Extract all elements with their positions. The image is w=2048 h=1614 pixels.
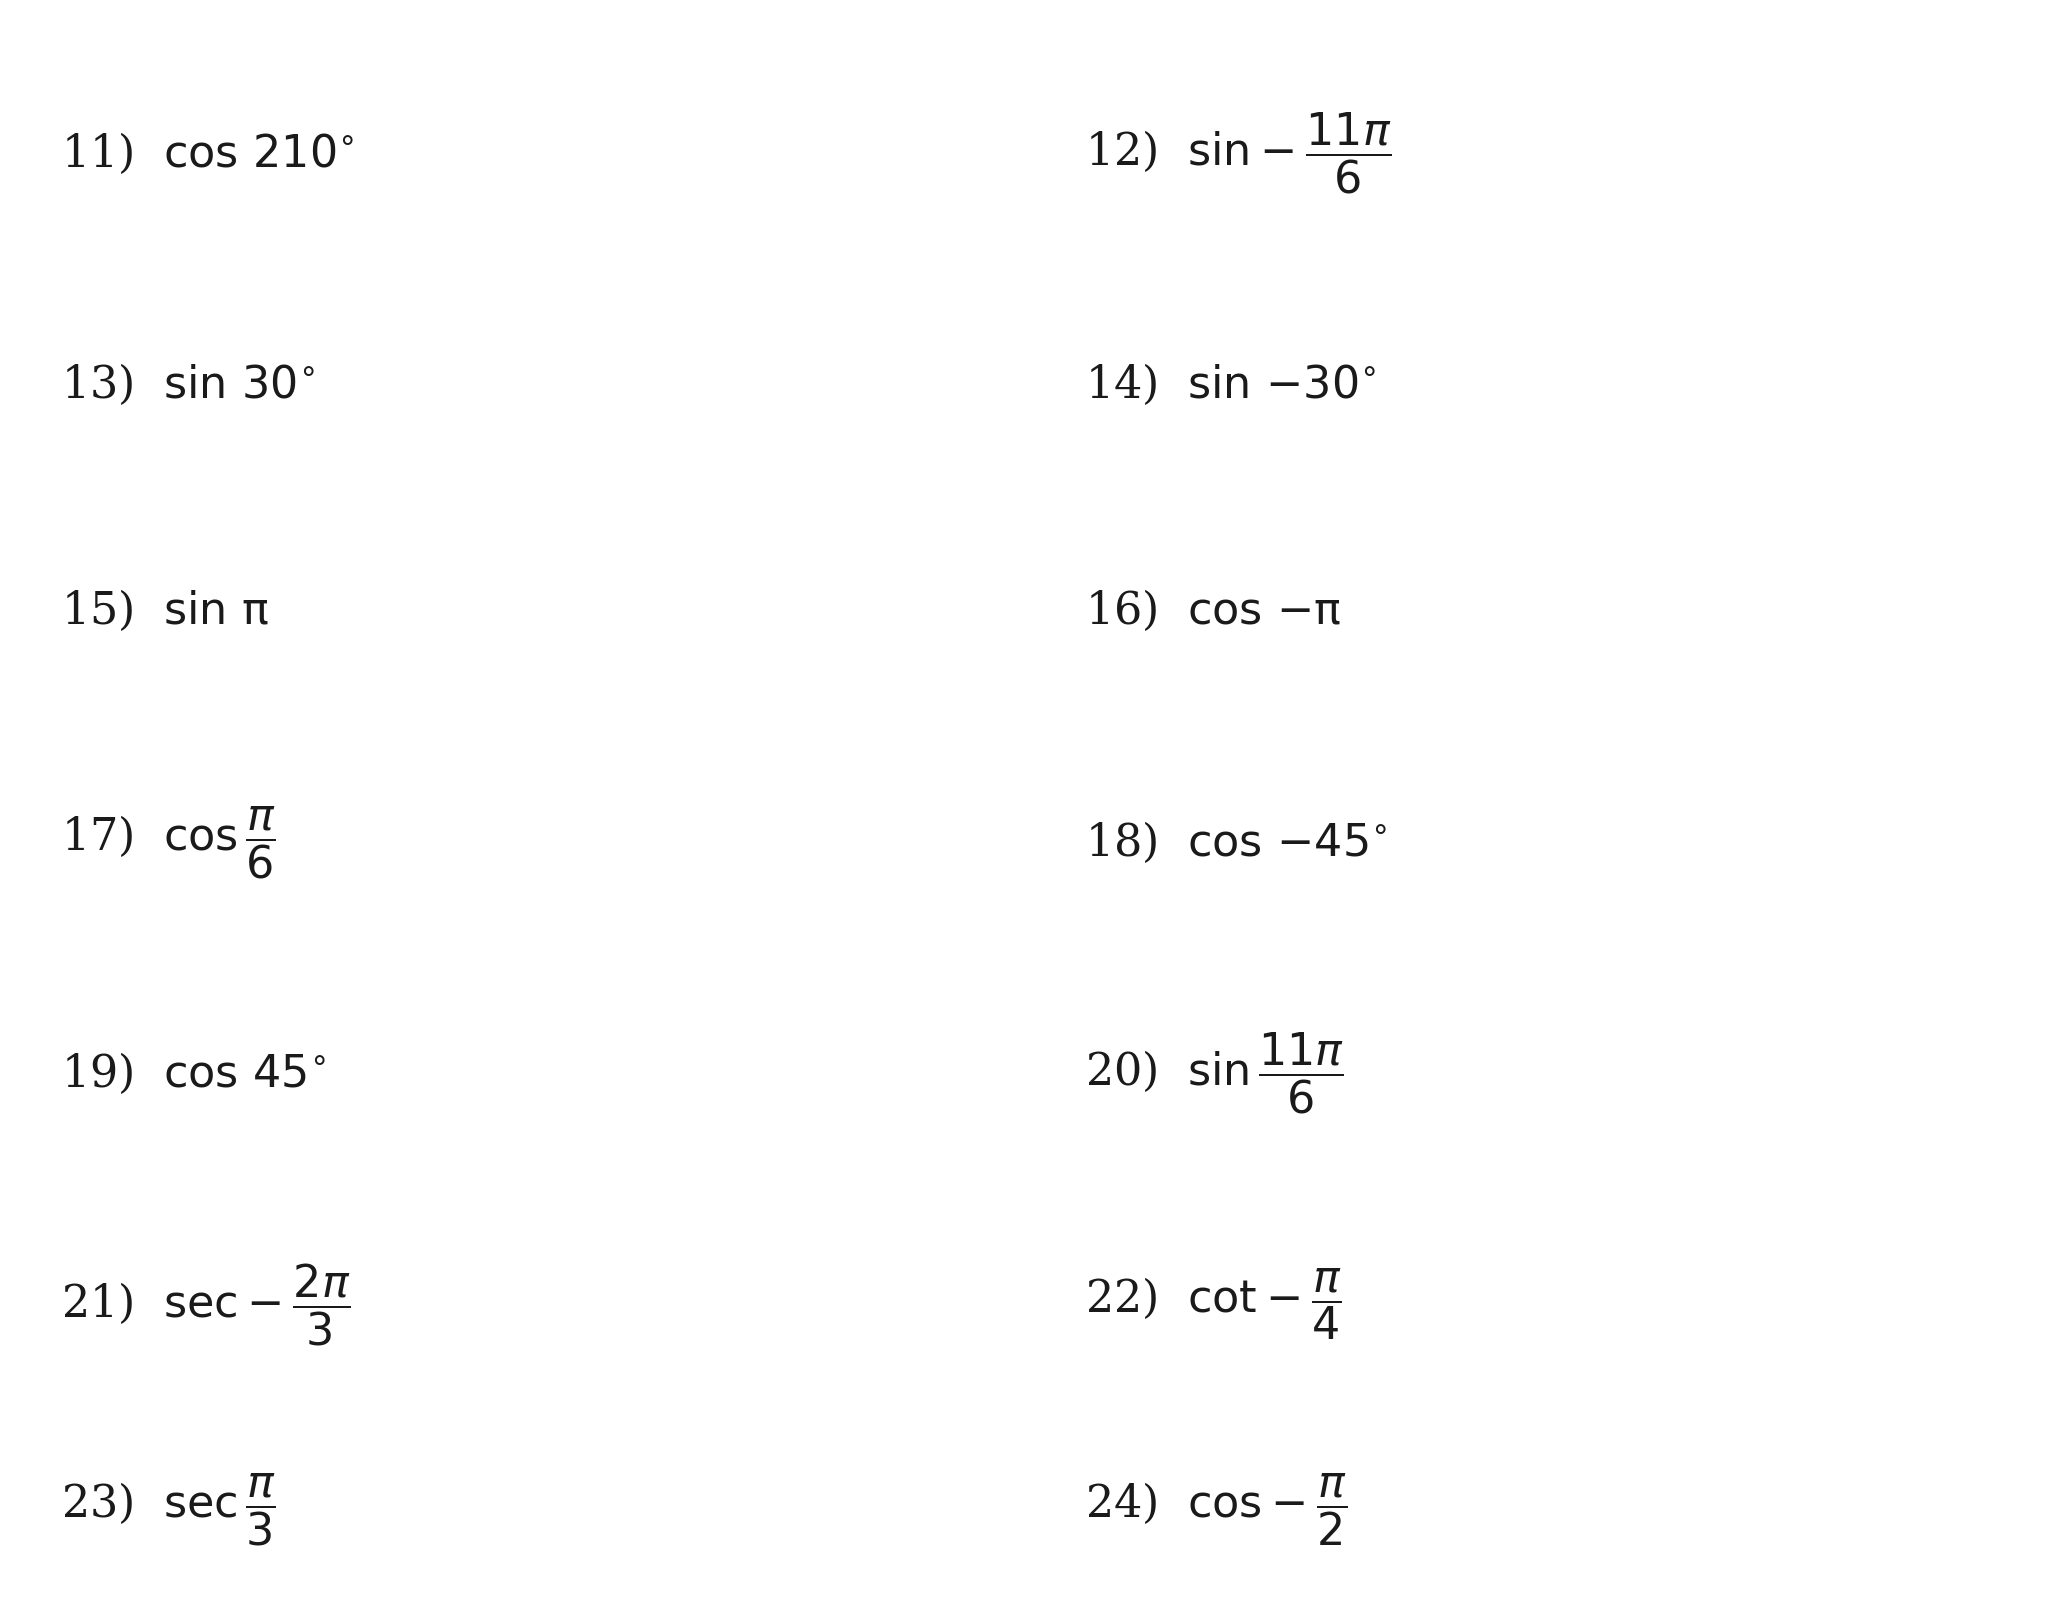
Text: 23)  $\mathrm{sec}\,\dfrac{\pi}{3}$: 23) $\mathrm{sec}\,\dfrac{\pi}{3}$ [61,1470,276,1548]
Text: 17)  $\mathrm{cos}\,\dfrac{\pi}{6}$: 17) $\mathrm{cos}\,\dfrac{\pi}{6}$ [61,804,276,881]
Text: 11)  $\mathrm{cos\ 210^{\circ}}$: 11) $\mathrm{cos\ 210^{\circ}}$ [61,131,354,176]
Text: 14)  $\mathrm{sin\ {-}30^{\circ}}$: 14) $\mathrm{sin\ {-}30^{\circ}}$ [1085,362,1376,407]
Text: 13)  $\mathrm{sin\ 30^{\circ}}$: 13) $\mathrm{sin\ 30^{\circ}}$ [61,362,315,407]
Text: 19)  $\mathrm{cos\ 45^{\circ}}$: 19) $\mathrm{cos\ 45^{\circ}}$ [61,1051,326,1096]
Text: 20)  $\mathrm{sin}\,\dfrac{11\pi}{6}$: 20) $\mathrm{sin}\,\dfrac{11\pi}{6}$ [1085,1030,1346,1117]
Text: 22)  $\mathrm{cot} -\dfrac{\pi}{4}$: 22) $\mathrm{cot} -\dfrac{\pi}{4}$ [1085,1265,1341,1343]
Text: 16)  $\mathrm{cos\ {-}\pi}$: 16) $\mathrm{cos\ {-}\pi}$ [1085,587,1341,633]
Text: 12)  $\mathrm{sin} -\dfrac{11\pi}{6}$: 12) $\mathrm{sin} -\dfrac{11\pi}{6}$ [1085,110,1393,197]
Text: 21)  $\mathrm{sec} -\dfrac{2\pi}{3}$: 21) $\mathrm{sec} -\dfrac{2\pi}{3}$ [61,1261,350,1348]
Text: 15)  $\mathrm{sin\ \pi}$: 15) $\mathrm{sin\ \pi}$ [61,587,270,633]
Text: 24)  $\mathrm{cos} -\dfrac{\pi}{2}$: 24) $\mathrm{cos} -\dfrac{\pi}{2}$ [1085,1470,1348,1548]
Text: 18)  $\mathrm{cos\ {-}45^{\circ}}$: 18) $\mathrm{cos\ {-}45^{\circ}}$ [1085,820,1389,865]
